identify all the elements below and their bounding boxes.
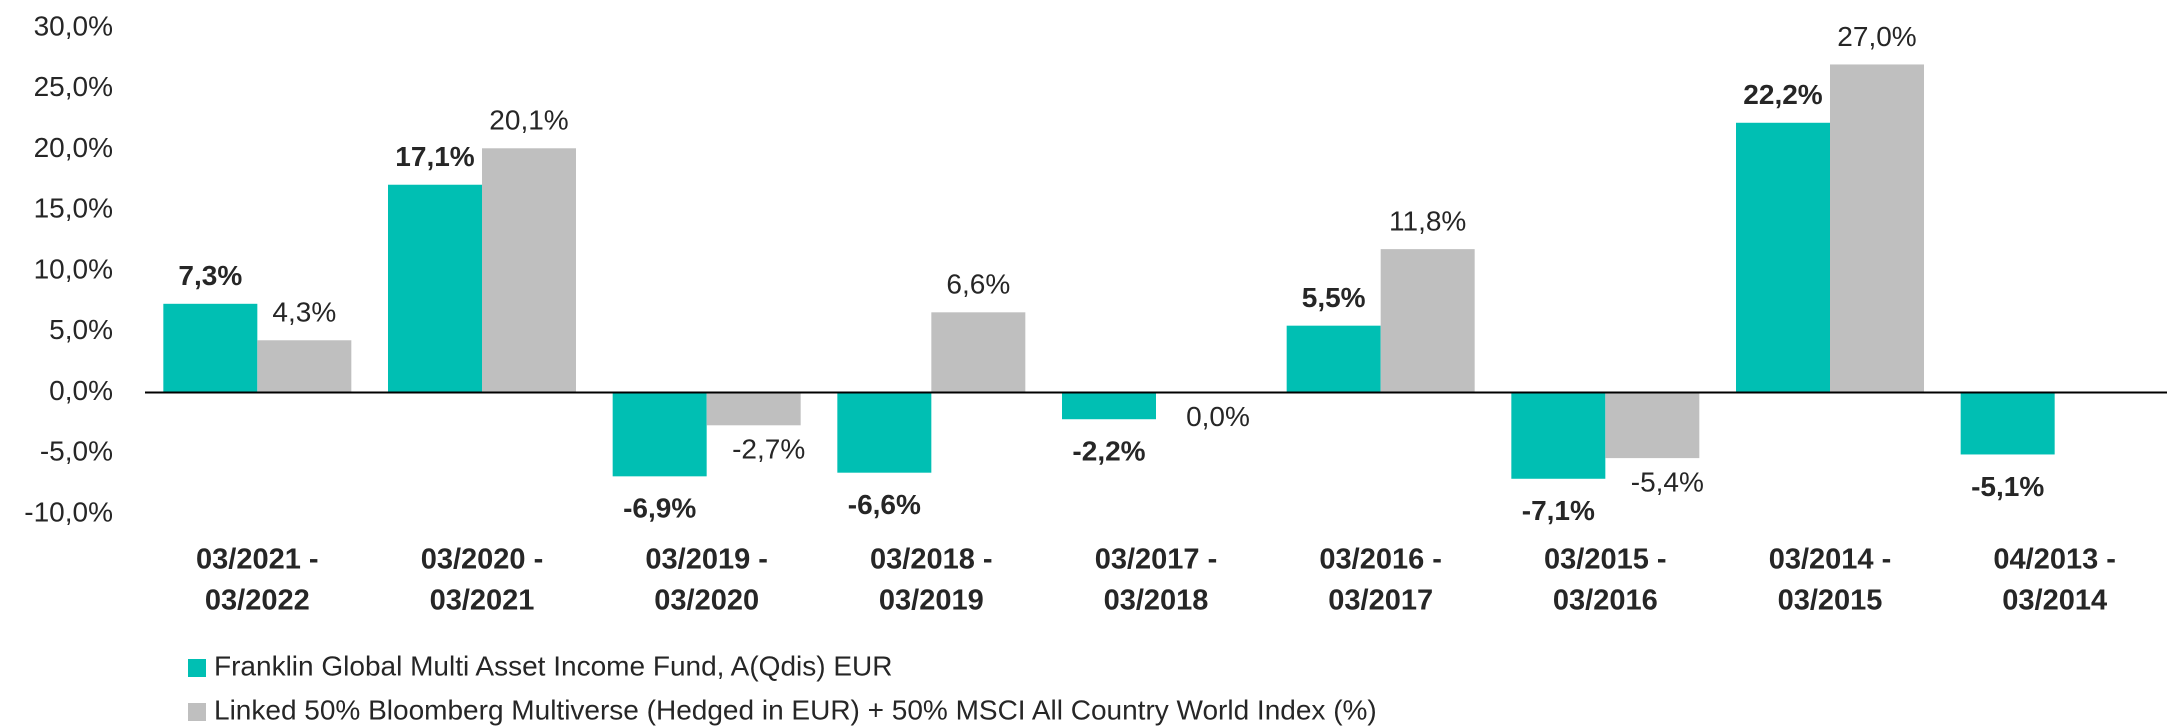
data-label: 22,2% [1743,79,1822,110]
x-tick-label: 03/2015 - [1544,544,1667,576]
x-tick-label: 03/2014 - [1769,544,1892,576]
data-label: 27,0% [1837,21,1916,52]
y-tick-label: -5,0% [40,436,113,467]
data-label: -2,2% [1072,436,1145,467]
bar [257,340,352,393]
data-label: -2,7% [732,434,805,465]
data-label: -7,1% [1522,495,1595,526]
data-label: 0,0% [1186,401,1250,432]
x-tick-label: 03/2017 - [1095,544,1218,576]
bar [837,392,932,473]
bar [1605,392,1700,459]
data-label: -6,9% [623,493,696,524]
bar [482,148,576,393]
x-tick-label: 03/2017 [1328,585,1433,617]
y-tick-label: 15,0% [34,193,113,224]
x-tick-label: 03/2014 [2002,585,2107,617]
x-tick-label: 03/2016 - [1319,544,1442,576]
x-tick-label: 03/2020 [654,585,759,617]
data-label: 5,5% [1302,282,1366,313]
data-label: -6,6% [848,489,921,520]
data-label: 7,3% [178,260,242,291]
x-tick-label: 03/2021 [430,585,535,617]
x-tick-label: 03/2015 [1778,585,1883,617]
legend-label: Franklin Global Multi Asset Income Fund,… [214,650,892,681]
bar [706,392,801,426]
legend-swatch [188,659,206,677]
y-tick-label: -10,0% [24,496,113,527]
bar [1062,392,1156,420]
x-tick-label: 03/2016 [1553,585,1658,617]
bar [163,303,258,393]
bar [1736,122,1830,393]
legend-label: Linked 50% Bloomberg Multiverse (Hedged … [214,694,1377,725]
bar [931,312,1026,393]
bar [612,392,707,477]
bar [1286,325,1381,393]
y-tick-label: 30,0% [34,10,113,41]
bar [1830,64,1924,393]
x-tick-label: 03/2021 - [196,544,319,576]
data-label: -5,4% [1631,467,1704,498]
data-label: 20,1% [489,105,568,136]
y-tick-label: 10,0% [34,253,113,284]
x-tick-label: 04/2013 - [1993,544,2116,576]
legend-swatch [188,703,206,721]
x-tick-label: 03/2018 - [870,544,993,576]
x-tick-label: 03/2020 - [421,544,544,576]
data-label: 4,3% [272,297,336,328]
bar [1960,392,2055,455]
data-label: -5,1% [1971,471,2044,502]
bar [1380,249,1475,393]
data-label: 17,1% [395,141,474,172]
y-tick-label: 20,0% [34,132,113,163]
x-tick-label: 03/2022 [205,585,310,617]
x-tick-label: 03/2019 [879,585,984,617]
x-tick-label: 03/2018 [1104,585,1209,617]
y-tick-label: 5,0% [49,314,113,345]
y-tick-label: 25,0% [34,71,113,102]
bar [1511,392,1606,479]
data-label: 6,6% [946,269,1010,300]
data-label: 11,8% [1389,206,1466,237]
bar [388,184,482,393]
y-tick-label: 0,0% [49,375,113,406]
x-tick-label: 03/2019 - [645,544,768,576]
